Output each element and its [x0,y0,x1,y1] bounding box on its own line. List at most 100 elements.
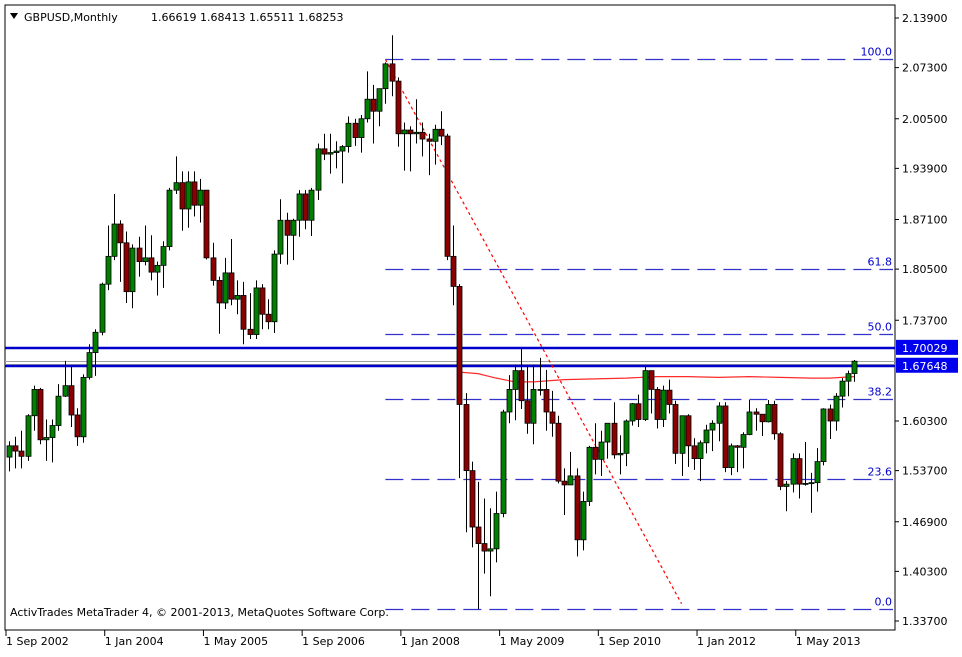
candle-body [333,150,340,153]
horizontal-levels[interactable] [5,346,895,368]
triangle-down-icon[interactable] [10,13,18,19]
candle-body [746,411,753,435]
candle [629,402,636,426]
candle-body [284,219,291,236]
candle-body [99,283,106,333]
candle-body [327,152,334,155]
candle [315,143,322,200]
candle [123,231,130,303]
time-tick-label: 1 Sep 2002 [6,635,69,648]
candle [142,225,149,266]
candle [716,402,723,442]
candle-body [839,380,846,397]
price-tag-label: 1.70029 [902,342,948,355]
fib-level-label: 0.0 [875,596,893,609]
candle-body [290,219,297,236]
candle-body [49,425,56,438]
candle [771,400,778,440]
candle [512,365,519,421]
candle [580,491,587,551]
candle-body [672,404,679,454]
candle-body [518,370,525,402]
candle-body [197,189,204,206]
candle-body [216,280,223,304]
candle [530,365,537,445]
candle [777,432,784,491]
candle [753,408,760,431]
candle [203,189,210,260]
candle [49,419,56,463]
candle [117,220,124,282]
candle [216,276,223,334]
candle-body [561,480,568,486]
candle-body [524,400,531,424]
candle-body [604,422,611,443]
candle [814,448,821,492]
candle-body [555,422,562,482]
candle [321,133,328,161]
candle-body [660,389,667,420]
trendline[interactable] [384,59,683,604]
price-axis[interactable]: 2.13900 2.07300 2.00500 1.93900 1.87100 1.805… [895,12,958,628]
candle [129,244,136,309]
time-tick-label: 1 Jan 2004 [105,635,164,648]
candle-body [407,129,414,135]
candle-body [18,450,25,457]
candle-body [463,404,470,472]
candle-body [530,389,537,424]
price-tick-label: 1.87100 [902,214,948,227]
candle [611,402,618,459]
candle-body [253,287,260,335]
candle-body [12,445,19,452]
candle-body [37,389,44,441]
candle [185,171,192,228]
price-tick-label: 2.13900 [902,12,948,25]
price-tag [896,357,958,373]
candle [173,156,180,194]
candle-body [500,411,507,514]
candle-body [549,411,556,424]
candle [463,393,470,533]
candle-body [456,286,463,405]
candle-body [592,446,599,460]
time-axis[interactable]: 1 Sep 2002 1 Jan 2004 1 May 2005 1 Sep 2006… [5,630,860,648]
price-tag [896,339,958,355]
candle-body [129,247,136,293]
candle-body [567,475,574,486]
candle [654,387,661,429]
candle [487,508,494,597]
candle [105,225,112,291]
watermark: ActivTrades MetaTrader 4, © 2001-2013, M… [10,606,389,619]
candle-body [722,405,729,469]
price-tick-label: 1.46900 [902,516,948,529]
candle-body [210,257,217,281]
candle [259,284,266,330]
candle [555,415,562,484]
candle-body [191,181,198,206]
candle [210,242,217,286]
candles [6,35,858,609]
candle [759,413,766,437]
candle [518,348,525,409]
time-tick-label: 1 Jan 2008 [401,635,460,648]
candle-body [382,63,389,90]
candle [191,171,198,217]
candle [99,282,106,336]
candle-body [160,246,167,266]
candle-body [228,272,235,300]
candle-body [814,461,821,484]
candle-body [105,255,112,285]
fibonacci-retracement[interactable]: 100.0 61.8 50.0 38.2 23.6 0.0 [385,46,893,611]
trendline-dotted[interactable] [384,59,683,604]
candle [333,141,340,169]
candle-body [376,88,383,112]
candle-body [716,405,723,424]
candle [598,430,605,476]
time-tick-label: 1 Jan 2012 [697,635,756,648]
candle [802,442,809,486]
candle [765,399,772,423]
candle [55,384,62,431]
candle-body [666,389,673,405]
